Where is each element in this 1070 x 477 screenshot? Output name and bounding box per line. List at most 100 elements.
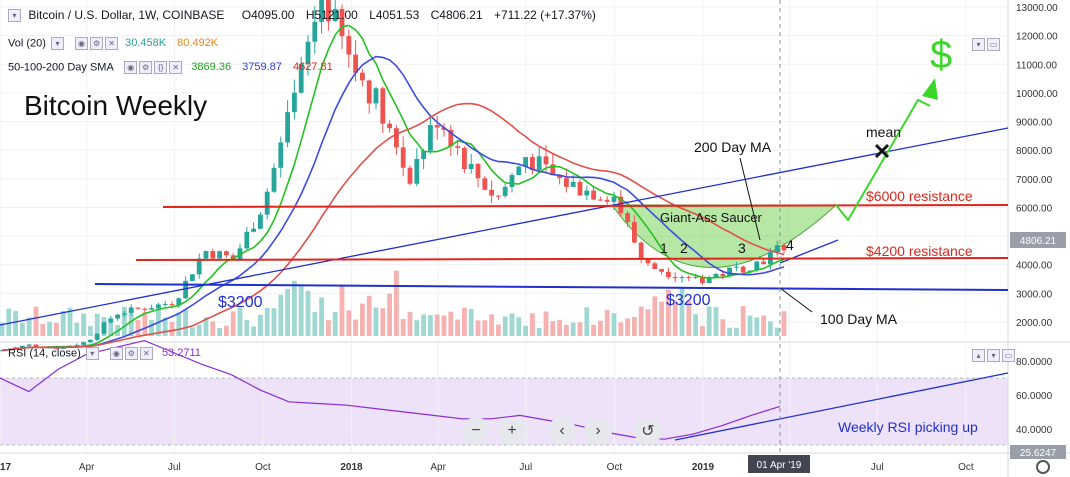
volume-bar — [156, 306, 161, 336]
candle-body — [108, 318, 114, 323]
chevron-down-icon-rsi[interactable]: ▾ — [85, 347, 99, 360]
settings-icon-rsi[interactable]: ⚙ — [124, 347, 138, 360]
settings-icon-2[interactable]: ⚙ — [139, 61, 153, 74]
candle-body — [394, 128, 399, 148]
volume-bar — [550, 321, 556, 336]
volume-bar — [482, 320, 488, 336]
reset-button[interactable]: ↺ — [634, 417, 662, 445]
gear-icon[interactable] — [1036, 460, 1050, 474]
zoom-in-button[interactable]: + — [498, 417, 526, 445]
candle-body — [781, 245, 787, 251]
candle-body — [720, 274, 726, 277]
candle-body — [428, 125, 433, 151]
sma-100-line — [1, 55, 785, 352]
candle-body — [516, 166, 522, 176]
candle-body — [462, 147, 467, 170]
candle-body — [380, 88, 386, 124]
volume-bar — [434, 314, 440, 336]
volume-bar — [271, 308, 277, 336]
volume-bar — [604, 310, 610, 336]
volume-bar — [94, 313, 100, 336]
scroll-right-button[interactable]: › — [584, 417, 612, 445]
candle-body — [94, 333, 100, 340]
resistance-4200-label: $4200 resistance — [866, 243, 973, 259]
volume-bar — [339, 284, 345, 336]
close-icon-2[interactable]: ✕ — [169, 61, 183, 74]
pane-collapse-icon[interactable]: ▾ — [972, 38, 985, 52]
volume-bar — [638, 306, 644, 336]
resistance-line-4200 — [135, 257, 1009, 261]
eye-icon[interactable]: ◉ — [75, 37, 89, 50]
trend-line-long — [0, 127, 1009, 326]
volume-bar — [754, 317, 760, 336]
source-icon[interactable]: {} — [154, 61, 168, 74]
volume-bar — [196, 324, 202, 336]
candle-body — [292, 92, 297, 113]
volume-bar — [591, 324, 596, 336]
sma-100-value: 3759.87 — [242, 61, 282, 74]
volume-bar — [706, 306, 712, 336]
volume-bar — [577, 322, 583, 336]
candle-body — [638, 242, 644, 259]
candle-body — [326, 0, 331, 22]
candle-body — [645, 258, 651, 264]
volume-bar — [305, 290, 311, 336]
volume-bar — [441, 315, 447, 336]
volume-bar — [509, 313, 515, 336]
volume-bar — [149, 320, 154, 336]
candle-body — [196, 258, 202, 275]
volume-bar — [536, 327, 542, 336]
zoom-out-button[interactable]: − — [462, 417, 490, 445]
scroll-left-button[interactable]: ‹ — [548, 417, 576, 445]
collapse-icon[interactable]: ▾ — [8, 9, 21, 23]
eye-icon-rsi[interactable]: ◉ — [109, 347, 123, 360]
volume-bar — [203, 317, 209, 336]
price-tag: 4806.21 — [1020, 236, 1057, 247]
x-tick-label: Jul — [871, 462, 884, 473]
candle-body — [81, 342, 86, 345]
candle-body — [713, 274, 719, 278]
y-tick-label: 3000.00 — [1016, 289, 1053, 300]
volume-bar — [598, 320, 603, 336]
sma-label: 50-100-200 Day SMA — [8, 61, 114, 74]
volume-bar — [672, 300, 678, 336]
symbol-title: Bitcoin / U.S. Dollar, 1W, COINBASE — [28, 8, 225, 22]
close-icon[interactable]: ✕ — [105, 37, 119, 50]
volume-bar — [108, 318, 114, 336]
candle-body — [625, 213, 630, 223]
candle-body — [523, 157, 528, 167]
volume-bar — [720, 319, 726, 336]
rsi-trend-line — [674, 372, 1009, 441]
rsi-down-icon[interactable]: ▾ — [987, 349, 1000, 363]
y-tick-label: 13000.00 — [1016, 3, 1058, 14]
candle-body — [400, 147, 406, 168]
candle-body — [604, 199, 610, 202]
candle-body — [434, 125, 440, 128]
candle-body — [156, 304, 161, 309]
rsi-up-icon[interactable]: ▴ — [972, 349, 985, 363]
candle-body — [611, 196, 617, 202]
settings-icon[interactable]: ⚙ — [90, 37, 104, 50]
volume-value-b: 80.492K — [177, 37, 219, 50]
volume-bar — [632, 317, 637, 336]
volume-bar — [74, 322, 80, 336]
zoom-controls: − + ‹ › ↺ — [462, 417, 662, 445]
rsi-note-label: Weekly RSI picking up — [838, 419, 978, 435]
volume-bar — [332, 312, 338, 336]
close-icon-rsi[interactable]: ✕ — [139, 347, 153, 360]
dollar-sign: $ — [930, 33, 952, 77]
pane-maximize-icon[interactable]: ▭ — [987, 38, 1000, 52]
candle-body — [271, 167, 277, 192]
candle-body — [564, 178, 569, 187]
candle-body — [570, 182, 576, 187]
ohlc-close: C4806.21 — [430, 8, 483, 22]
rsi-row: RSI (14, close) ▾ ◉ ⚙ ✕ 53.2711 — [8, 347, 201, 360]
eye-icon-2[interactable]: ◉ — [124, 61, 138, 74]
rsi-maximize-icon[interactable]: ▭ — [1002, 349, 1015, 363]
candle-body — [122, 313, 127, 315]
ma100-pointer — [779, 287, 813, 313]
candle-body — [754, 261, 760, 271]
candle-body — [332, 8, 338, 22]
chevron-down-icon[interactable]: ▾ — [50, 37, 64, 50]
volume-bar — [700, 326, 705, 336]
